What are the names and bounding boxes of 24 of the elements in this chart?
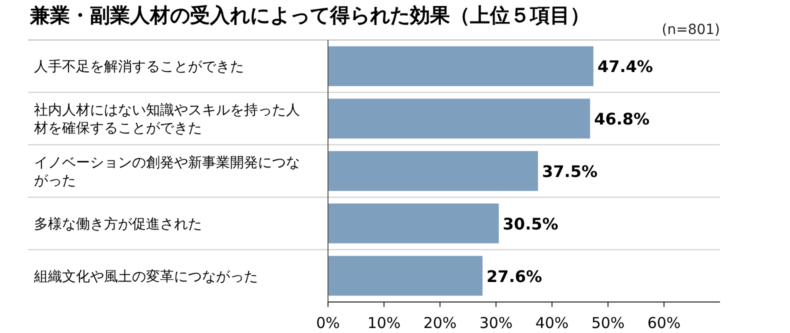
- bar: [328, 46, 594, 86]
- bar: [328, 98, 590, 139]
- x-tick-label: 0%: [316, 314, 340, 332]
- bar: [328, 151, 538, 191]
- x-tick-label: 10%: [367, 314, 401, 332]
- data-label: 27.6%: [486, 266, 542, 286]
- y-tick-label: 人手不足を解消することができた: [34, 59, 244, 76]
- data-label: 30.5%: [502, 214, 558, 234]
- x-tick-label: 30%: [479, 314, 513, 332]
- y-tick-label: イノベーションの創発や新事業開発につながった: [34, 155, 300, 189]
- data-label: 46.8%: [594, 110, 650, 129]
- x-tick-label: 40%: [535, 314, 569, 332]
- data-label: 47.4%: [597, 57, 653, 76]
- data-label: 37.5%: [542, 162, 598, 181]
- chart-subtitle: (n=801): [662, 22, 720, 38]
- y-tick-label: 社内人材にはない知識やスキルを持った人材を確保することができた: [33, 102, 300, 137]
- chart-title: 兼業・副業人材の受入れによって得られた効果（上位５項目）: [29, 3, 590, 27]
- x-tick-label: 60%: [647, 314, 681, 332]
- x-tick-label: 20%: [423, 314, 457, 332]
- x-tick-label: 50%: [591, 314, 625, 332]
- bar: [328, 203, 499, 244]
- bar: [328, 256, 483, 296]
- y-tick-label: 多様な働き方が促進された: [34, 216, 202, 232]
- y-tick-label: 組織文化や風土の変革につながった: [33, 268, 258, 285]
